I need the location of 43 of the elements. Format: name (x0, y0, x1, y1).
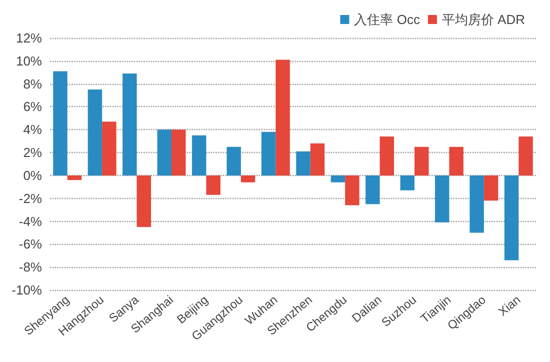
y-tick-label: 12% (16, 30, 42, 46)
bar (240, 175, 256, 182)
bar (414, 146, 429, 176)
bar (518, 136, 533, 176)
bar (484, 175, 498, 201)
y-tick-label: 0% (23, 168, 42, 183)
bar (449, 146, 464, 176)
bar (88, 90, 102, 176)
bar (192, 135, 206, 176)
y-tick-label: -2% (18, 190, 42, 206)
y-tick-label: 8% (23, 76, 42, 92)
bar (157, 130, 172, 176)
y-tick-label: -4% (18, 214, 42, 229)
bar (172, 130, 186, 176)
bar (102, 122, 116, 176)
bar (400, 175, 414, 190)
y-tick-label: -6% (18, 236, 42, 252)
y-tick-label: 4% (23, 122, 42, 138)
bar (136, 175, 152, 227)
y-tick-label: 10% (16, 53, 42, 68)
bar (380, 136, 394, 176)
bar (345, 175, 360, 206)
bar (206, 175, 220, 195)
bar (504, 175, 519, 260)
y-tick-label: 6% (23, 99, 42, 114)
legend-label: 入住率 Occ (354, 12, 420, 27)
bar (330, 175, 346, 182)
bar (470, 175, 484, 233)
bar (310, 143, 325, 176)
bar (122, 74, 137, 176)
legend-label: 平均房价 ADR (442, 12, 526, 27)
x-tick-label: Xian (496, 292, 524, 319)
bar (296, 151, 310, 176)
y-tick-label: 2% (23, 145, 42, 160)
bar (366, 175, 380, 204)
bar (276, 60, 290, 176)
bar (53, 71, 68, 176)
bar (226, 146, 241, 176)
bar (67, 175, 82, 180)
y-tick-label: -8% (18, 260, 42, 275)
bar (261, 132, 276, 176)
bar (434, 175, 450, 222)
y-tick-label: -10% (12, 282, 42, 298)
